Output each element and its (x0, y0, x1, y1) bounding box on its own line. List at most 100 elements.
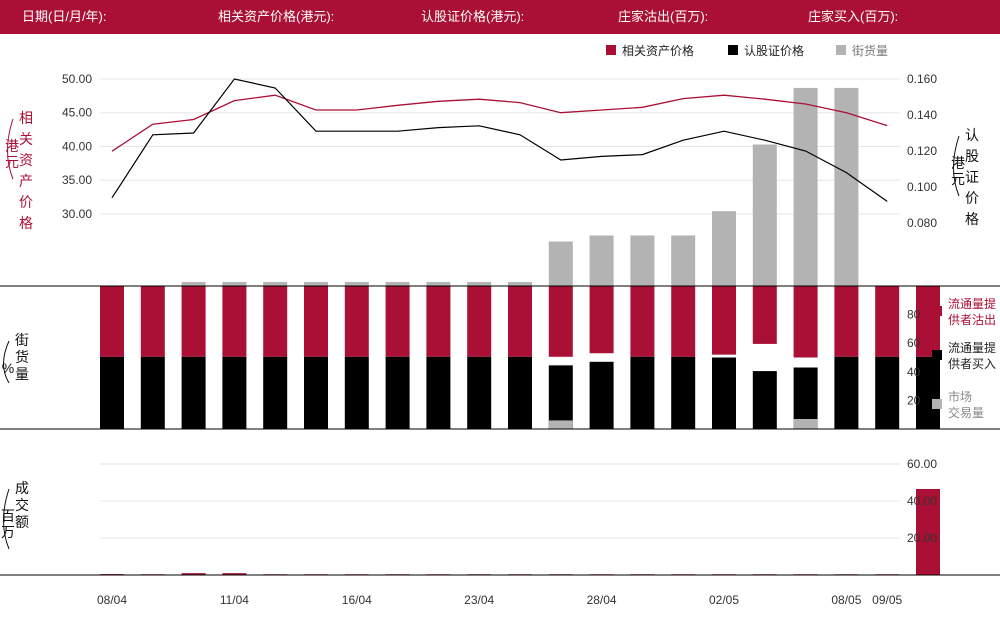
left-axis-tick-label: 30.00 (62, 207, 92, 221)
outstanding-bar[interactable] (793, 87, 818, 286)
mm-buy-bar[interactable] (548, 365, 573, 429)
mm-sell-bar[interactable] (263, 286, 288, 357)
left-axis-tick-label: 35.00 (62, 173, 92, 187)
mm-buy-bar[interactable] (589, 361, 614, 429)
outstanding-bar[interactable] (671, 235, 696, 286)
outstanding-bars[interactable] (181, 87, 859, 286)
turnover-bars[interactable] (100, 488, 940, 576)
warrant-price-line[interactable] (111, 78, 888, 202)
mm-sell-bar[interactable] (834, 286, 859, 357)
mm-sell-bar[interactable] (548, 286, 573, 357)
mm-buy-bar[interactable] (467, 356, 492, 429)
mm-buy-bar[interactable] (222, 356, 247, 429)
mm-sell-bar[interactable] (140, 286, 165, 357)
mm-buy-bar[interactable] (385, 356, 410, 429)
right-axis-tick-label: 0.160 (907, 72, 937, 86)
outstanding-bar[interactable] (426, 281, 451, 286)
header-asset-price-label: 相关资产价格(港元): (218, 9, 335, 24)
header-mm-buy-label: 庄家买入(百万): (808, 9, 899, 24)
mm-sell-bar[interactable] (181, 286, 206, 357)
mm-sell-bar[interactable] (344, 286, 369, 357)
mm-sell-bar[interactable] (222, 286, 247, 357)
mm-buy-bar[interactable] (752, 371, 777, 429)
market-volume-bar[interactable] (548, 420, 573, 429)
header-warrant-price-field: 认股证价格(港元): (421, 0, 528, 34)
mm-buy-bar[interactable] (344, 356, 369, 429)
right-axis-title-bracket-open (953, 135, 960, 197)
price-axes: 30.00 35.00 40.00 45.00 50.00 0.080 0.100 0.120… (5, 72, 979, 231)
left-axis-tick-label: 40.00 (62, 139, 92, 153)
mm-sell-bar[interactable] (100, 286, 124, 357)
header-date-label: 日期(日/月/年): (22, 9, 107, 24)
mm-buy-bar[interactable] (834, 356, 859, 429)
legend-swatch (728, 45, 738, 55)
asset-price-line[interactable] (111, 94, 888, 152)
mm-buy-bar[interactable] (181, 356, 206, 429)
turnover-axis-tick-label: 60.00 (907, 457, 937, 471)
mm-buy-bar[interactable] (712, 357, 736, 430)
x-axis-tick-label: 08/05 (831, 593, 861, 607)
outstanding-bar[interactable] (834, 87, 859, 286)
price-gridlines (100, 78, 900, 215)
outstanding-bar[interactable] (222, 281, 247, 286)
mm-sell-bar[interactable] (875, 286, 900, 357)
mm-sell-bar[interactable] (304, 286, 328, 357)
mm-buy-bar[interactable] (630, 356, 655, 429)
outstanding-bar[interactable] (712, 211, 736, 286)
turnover-bar[interactable] (916, 488, 940, 575)
legend-swatch (836, 45, 846, 55)
mm-sell-bar[interactable] (630, 286, 655, 357)
right-axis-tick-label: 0.120 (907, 144, 937, 158)
mm-sell-bar[interactable] (752, 286, 777, 344)
left-axis-title-char: 格 (19, 215, 33, 231)
left-axis-tick-label: 45.00 (62, 106, 92, 120)
x-axis-tick-label: 09/05 (872, 593, 902, 607)
mm-sell-bar[interactable] (589, 286, 614, 354)
outstanding-bar[interactable] (508, 281, 532, 286)
turnover-bar[interactable] (222, 573, 247, 575)
mm-sell-bar[interactable] (508, 286, 532, 357)
flow-legend-label: 供者沽出 (948, 313, 996, 327)
mm-buy-bar[interactable] (100, 356, 124, 429)
mm-sell-bar[interactable] (426, 286, 451, 357)
mm-buy-bar[interactable] (671, 356, 696, 429)
mm-buy-bar[interactable] (140, 356, 165, 429)
outstanding-bar[interactable] (630, 235, 655, 286)
mm-buy-bar[interactable] (916, 356, 940, 429)
flow-bars[interactable] (100, 286, 940, 429)
mm-buy-bar[interactable] (263, 356, 288, 429)
turnover-bar[interactable] (181, 573, 206, 575)
outstanding-bar[interactable] (263, 281, 288, 286)
mm-buy-bar[interactable] (426, 356, 451, 429)
left-axis-title-unit-char: 港 (5, 138, 19, 154)
mm-sell-bar[interactable] (712, 286, 736, 355)
right-axis-tick-label: 0.080 (907, 216, 937, 230)
mm-buy-bar[interactable] (304, 356, 328, 429)
flow-axis-title-char: 量 (15, 366, 29, 382)
mm-sell-bar[interactable] (793, 286, 818, 358)
market-volume-bar[interactable] (793, 418, 818, 429)
right-axis-title-char: 价 (965, 190, 979, 206)
header-mm-sell-label: 庄家沽出(百万): (618, 9, 709, 24)
outstanding-bar[interactable] (385, 281, 410, 286)
turnover-axis-title-unit-char: 万 (1, 524, 15, 540)
mm-sell-bar[interactable] (467, 286, 492, 357)
mm-buy-bar[interactable] (793, 367, 818, 429)
outstanding-bar[interactable] (752, 144, 777, 286)
mm-sell-bar[interactable] (671, 286, 696, 357)
mm-buy-bar[interactable] (875, 356, 900, 429)
outstanding-bar[interactable] (467, 281, 492, 286)
outstanding-bar[interactable] (344, 281, 369, 286)
left-axis-title-char: 产 (19, 173, 33, 189)
outstanding-bar[interactable] (304, 281, 328, 286)
price-lines[interactable] (111, 78, 888, 202)
mm-buy-bar[interactable] (508, 356, 532, 429)
outstanding-bar[interactable] (589, 235, 614, 286)
outstanding-bar[interactable] (181, 281, 206, 286)
mm-sell-bar[interactable] (385, 286, 410, 357)
turnover-axis-tick-label: 20.00 (907, 531, 937, 545)
mm-sell-bar[interactable] (916, 286, 940, 357)
outstanding-bar[interactable] (548, 241, 573, 286)
